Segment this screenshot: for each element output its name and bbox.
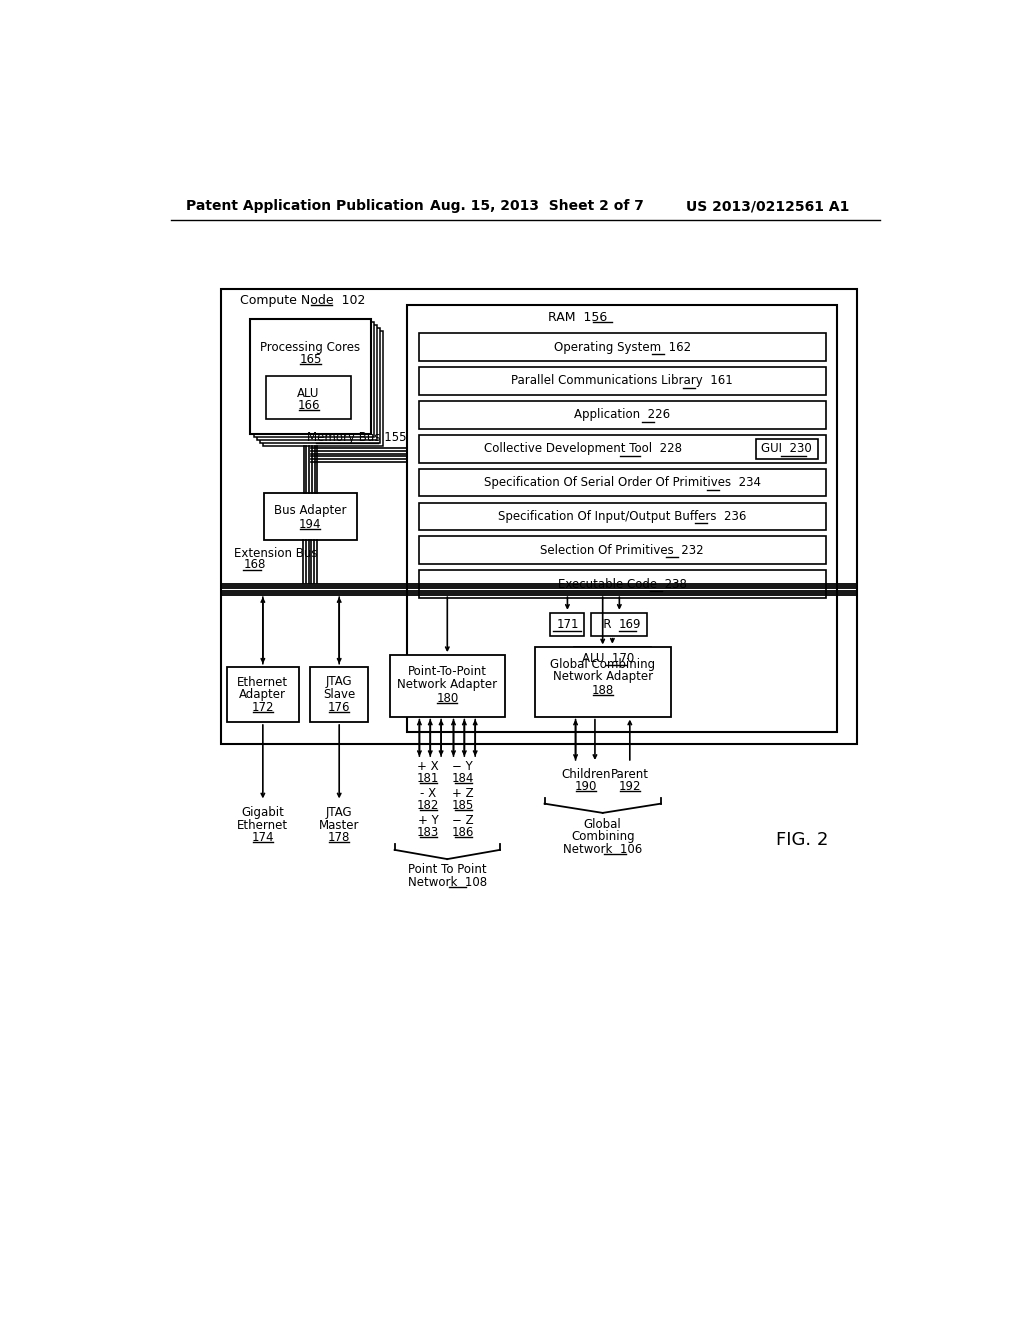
Bar	[535, 647, 671, 717]
Bar	[260, 327, 380, 444]
Text: 180: 180	[436, 692, 459, 705]
Bar	[407, 305, 838, 733]
Text: IR: IR	[601, 618, 612, 631]
Bar	[263, 494, 356, 540]
Text: Collective Development Tool  228: Collective Development Tool 228	[484, 442, 682, 455]
Text: Extension Bus: Extension Bus	[234, 546, 317, 560]
Text: Master: Master	[318, 818, 359, 832]
Bar	[419, 401, 825, 429]
Text: Global Combining: Global Combining	[550, 657, 655, 671]
Bar	[266, 376, 351, 418]
Text: Patent Application Publication: Patent Application Publication	[186, 199, 424, 213]
Text: Point-To-Point: Point-To-Point	[408, 665, 486, 678]
Text: 174: 174	[252, 832, 274, 843]
Text: RAM  156: RAM 156	[548, 312, 607, 325]
Text: Network Adapter: Network Adapter	[553, 671, 652, 684]
Text: - X: - X	[420, 787, 436, 800]
Bar	[227, 667, 299, 722]
Text: Compute Node  102: Compute Node 102	[241, 294, 366, 308]
Text: 184: 184	[452, 772, 474, 785]
Text: GUI  230: GUI 230	[762, 442, 812, 455]
Text: Combining: Combining	[570, 830, 635, 843]
Text: JTAG: JTAG	[326, 807, 352, 820]
Text: 165: 165	[299, 352, 322, 366]
Bar	[419, 570, 825, 598]
Bar	[573, 647, 651, 669]
Text: Parent: Parent	[610, 768, 649, 781]
Text: − Y: − Y	[453, 760, 473, 774]
Text: 169: 169	[618, 618, 641, 631]
Text: Point To Point: Point To Point	[408, 863, 486, 876]
Bar	[419, 469, 825, 496]
Bar	[254, 322, 374, 437]
Bar	[390, 655, 505, 717]
Bar	[419, 367, 825, 395]
Text: Application  226: Application 226	[574, 408, 670, 421]
Bar	[263, 331, 383, 446]
Text: 183: 183	[417, 825, 439, 838]
Text: 172: 172	[252, 701, 274, 714]
Text: ALU: ALU	[297, 387, 319, 400]
Text: + Y: + Y	[418, 814, 438, 828]
Text: 190: 190	[574, 780, 597, 793]
Text: − Z: − Z	[452, 814, 474, 828]
Text: Memory Bus 155: Memory Bus 155	[307, 432, 407, 445]
Text: Children: Children	[561, 768, 610, 781]
Text: FIG. 2: FIG. 2	[776, 830, 828, 849]
Text: Specification Of Input/Output Buffers  236: Specification Of Input/Output Buffers 23…	[498, 510, 746, 523]
Text: JTAG: JTAG	[326, 676, 352, 689]
Text: Selection Of Primitives  232: Selection Of Primitives 232	[541, 544, 703, 557]
Text: Network  108: Network 108	[408, 875, 486, 888]
Text: Gigabit: Gigabit	[242, 807, 285, 820]
Text: 166: 166	[297, 399, 319, 412]
Text: 186: 186	[452, 825, 474, 838]
Text: 181: 181	[417, 772, 439, 785]
Text: 171: 171	[556, 618, 579, 631]
Bar	[221, 289, 856, 743]
Bar	[419, 434, 825, 462]
Bar	[756, 438, 818, 459]
Bar	[419, 536, 825, 564]
Text: 192: 192	[618, 780, 641, 793]
Text: + X: + X	[417, 760, 438, 774]
Text: 176: 176	[328, 701, 350, 714]
Text: ALU  170: ALU 170	[583, 652, 635, 665]
Text: 182: 182	[417, 799, 439, 812]
Text: Aug. 15, 2013  Sheet 2 of 7: Aug. 15, 2013 Sheet 2 of 7	[430, 199, 644, 213]
Text: Slave: Slave	[323, 688, 355, 701]
Bar	[257, 325, 377, 441]
Text: Network Adapter: Network Adapter	[397, 677, 498, 690]
Bar	[550, 612, 585, 636]
Bar	[310, 667, 369, 722]
Text: Ethernet: Ethernet	[238, 818, 289, 832]
Text: Processing Cores: Processing Cores	[260, 342, 360, 354]
Text: Ethernet: Ethernet	[238, 676, 289, 689]
Text: Adapter: Adapter	[240, 688, 287, 701]
Text: 194: 194	[299, 517, 322, 531]
Text: Global: Global	[584, 818, 622, 832]
Text: + Z: + Z	[452, 787, 474, 800]
Text: 168: 168	[244, 558, 266, 572]
Bar	[251, 318, 371, 434]
Text: Operating System  162: Operating System 162	[554, 341, 690, 354]
Text: Specification Of Serial Order Of Primitives  234: Specification Of Serial Order Of Primiti…	[483, 477, 761, 490]
Text: Bus Adapter: Bus Adapter	[273, 504, 346, 517]
Text: US 2013/0212561 A1: US 2013/0212561 A1	[686, 199, 849, 213]
Text: Parallel Communications Library  161: Parallel Communications Library 161	[511, 375, 733, 388]
Text: 188: 188	[592, 684, 613, 697]
Text: 178: 178	[328, 832, 350, 843]
Text: 185: 185	[452, 799, 474, 812]
Bar	[592, 612, 647, 636]
Text: Executable Code  238: Executable Code 238	[558, 578, 686, 591]
Bar	[419, 333, 825, 360]
Bar	[419, 503, 825, 531]
Text: Network  106: Network 106	[563, 842, 642, 855]
